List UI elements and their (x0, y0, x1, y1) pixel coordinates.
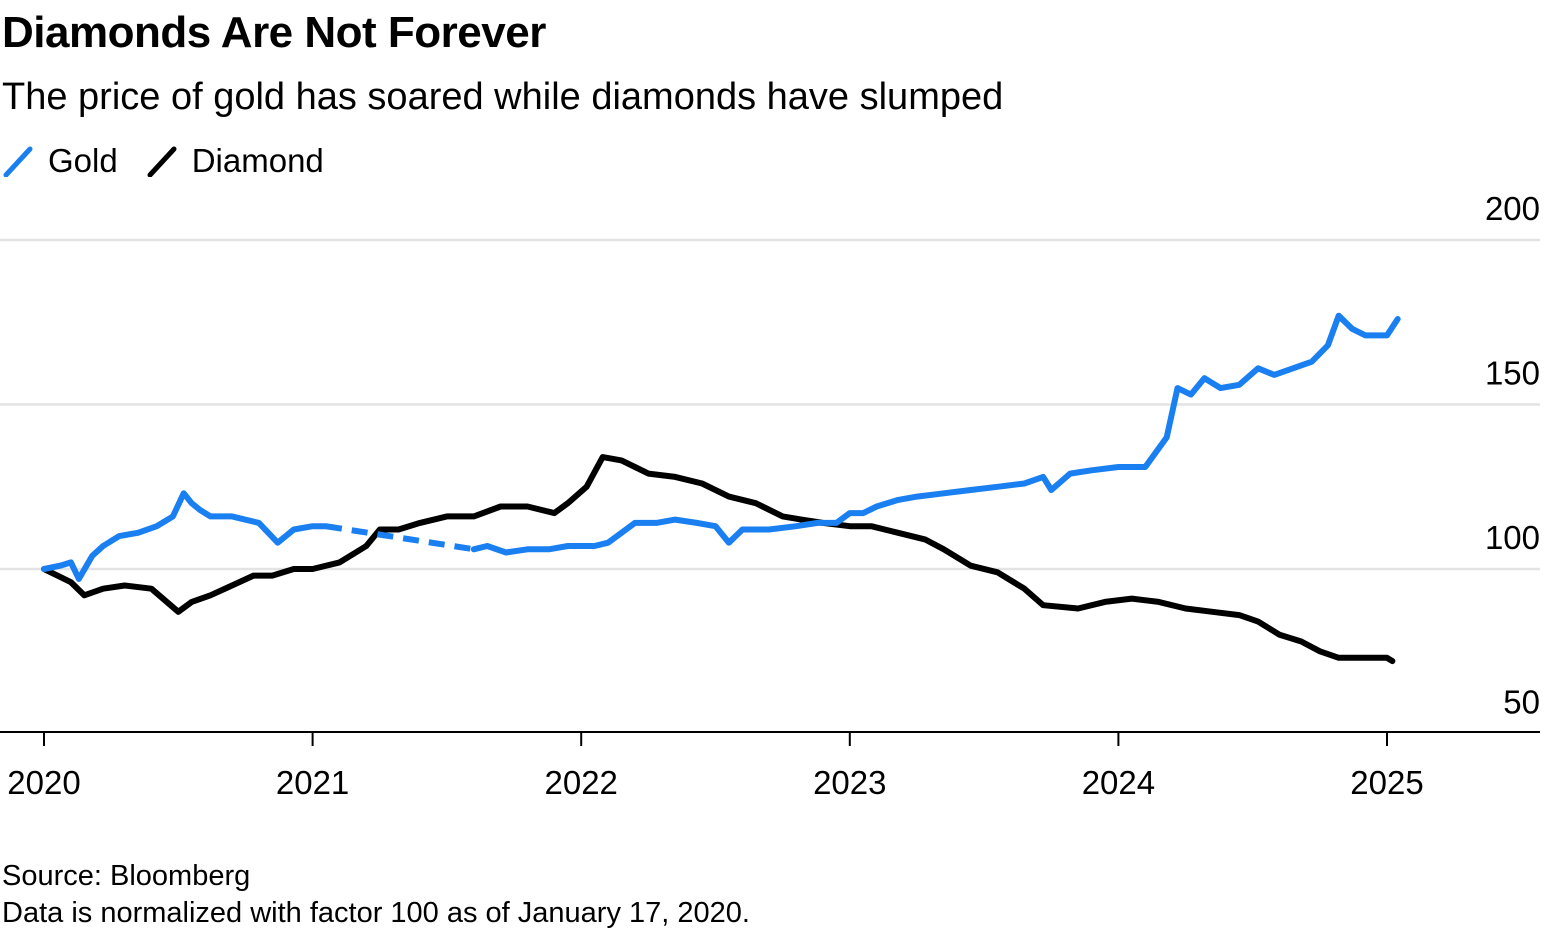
x-tick-label: 2021 (276, 764, 349, 801)
x-tick-label: 2024 (1082, 764, 1155, 801)
x-tick-label: 2025 (1350, 764, 1423, 801)
normalization-note: Data is normalized with factor 100 as of… (2, 897, 750, 929)
legend-label-diamond: Diamond (191, 142, 324, 179)
x-tick-label: 2020 (7, 764, 80, 801)
legend-item-gold: Gold (2, 142, 118, 180)
chart-subtitle: The price of gold has soared while diamo… (2, 76, 1004, 118)
x-tick-label: 2022 (544, 764, 617, 801)
series-line-diamond (41, 454, 1396, 665)
legend-item-diamond: Diamond (146, 142, 324, 180)
series-line-gold-part2 (470, 312, 1401, 556)
source-note: Source: Bloomberg (2, 860, 251, 892)
legend: Gold Diamond (2, 142, 352, 180)
series-line-gold-part1 (41, 490, 329, 582)
legend-swatch-diamond (147, 146, 177, 177)
legend-label-gold: Gold (48, 142, 118, 179)
y-tick-label: 200 (1485, 190, 1540, 227)
y-tick-label: 100 (1485, 519, 1540, 556)
x-tick-label: 2023 (813, 764, 886, 801)
chart-title: Diamonds Are Not Forever (2, 8, 546, 57)
y-tick-label: 150 (1485, 355, 1540, 392)
y-tick-label: 50 (1503, 684, 1540, 721)
footer-notes: Source: Bloomberg Data is normalized wit… (2, 858, 750, 932)
legend-swatch-gold (3, 146, 33, 177)
